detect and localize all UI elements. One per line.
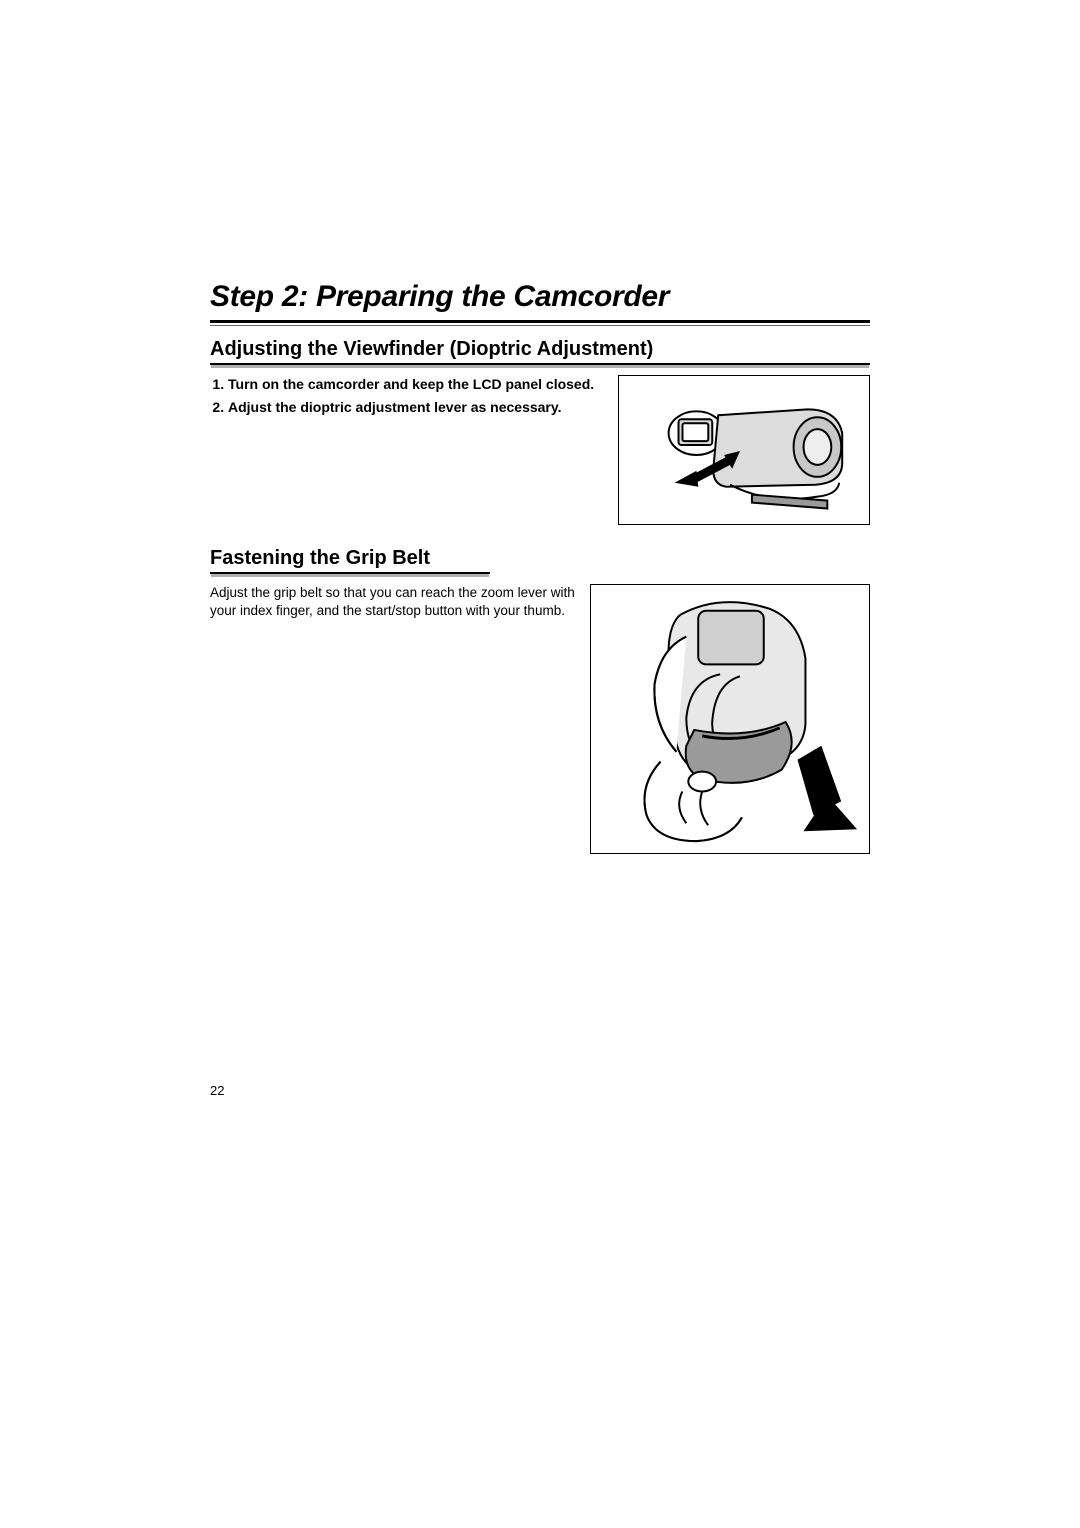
page-title: Step 2: Preparing the Camcorder bbox=[210, 280, 870, 314]
title-rule-thick bbox=[210, 320, 870, 323]
section-viewfinder: Adjusting the Viewfinder (Dioptric Adjus… bbox=[210, 338, 870, 525]
figure-viewfinder bbox=[618, 375, 870, 525]
camcorder-viewfinder-illustration-icon bbox=[619, 375, 869, 525]
section-body-grip: Adjust the grip belt so that you can rea… bbox=[210, 584, 870, 854]
arrow-down-icon bbox=[798, 746, 858, 831]
step-item: Turn on the camcorder and keep the LCD p… bbox=[228, 375, 604, 394]
section-heading-grip: Fastening the Grip Belt bbox=[210, 547, 490, 574]
steps-column: Turn on the camcorder and keep the LCD p… bbox=[210, 375, 604, 421]
page-number: 22 bbox=[210, 1083, 224, 1098]
grip-paragraph: Adjust the grip belt so that you can rea… bbox=[210, 584, 576, 619]
step-item: Adjust the dioptric adjustment lever as … bbox=[228, 398, 604, 417]
section-body-viewfinder: Turn on the camcorder and keep the LCD p… bbox=[210, 375, 870, 525]
steps-list: Turn on the camcorder and keep the LCD p… bbox=[210, 375, 604, 417]
manual-page: Step 2: Preparing the Camcorder Adjustin… bbox=[0, 0, 1080, 1528]
section-heading-viewfinder: Adjusting the Viewfinder (Dioptric Adjus… bbox=[210, 338, 870, 365]
grip-belt-illustration-icon bbox=[591, 584, 869, 854]
figure-grip bbox=[590, 584, 870, 854]
section-grip: Fastening the Grip Belt Adjust the grip … bbox=[210, 547, 870, 854]
title-rule-thin bbox=[210, 325, 870, 326]
